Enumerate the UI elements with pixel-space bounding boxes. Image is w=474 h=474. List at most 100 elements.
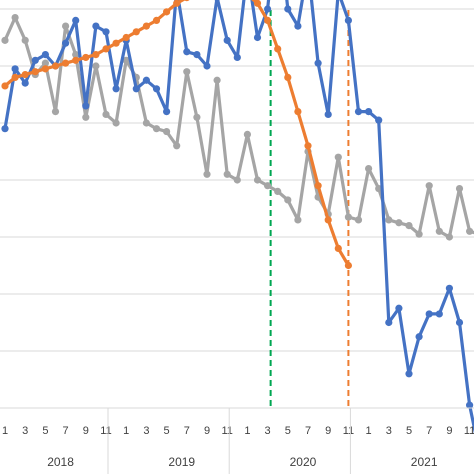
data-point-blue bbox=[193, 51, 201, 59]
data-point-blue bbox=[253, 33, 262, 42]
data-point-blue bbox=[466, 401, 474, 409]
data-point-blue bbox=[415, 333, 423, 341]
data-point-orange bbox=[344, 261, 352, 270]
month-tick-label: 11 bbox=[343, 425, 354, 437]
data-point-orange bbox=[152, 16, 161, 24]
data-point-orange bbox=[112, 39, 120, 47]
data-point-gray bbox=[51, 108, 60, 116]
data-point-blue bbox=[214, 0, 220, 2]
data-point-gray bbox=[183, 68, 191, 76]
month-tick-label: 9 bbox=[446, 425, 452, 437]
data-point-gray bbox=[334, 153, 342, 161]
data-point-gray bbox=[405, 222, 413, 230]
data-point-gray bbox=[213, 76, 221, 84]
data-point-gray bbox=[102, 110, 110, 119]
data-point-orange bbox=[51, 62, 60, 70]
month-tick-label: 7 bbox=[305, 425, 311, 437]
month-tick-label: 1 bbox=[366, 425, 372, 437]
month-tick-label: 3 bbox=[22, 425, 28, 437]
data-point-orange bbox=[173, 0, 181, 7]
data-point-blue bbox=[203, 62, 211, 70]
data-point-gray bbox=[344, 213, 352, 221]
data-point-gray bbox=[395, 219, 403, 227]
data-point-gray bbox=[112, 119, 120, 127]
year-label: 2020 bbox=[290, 455, 317, 469]
data-point-gray bbox=[163, 127, 171, 136]
data-point-blue bbox=[102, 28, 110, 36]
month-tick-label: 1 bbox=[244, 425, 250, 437]
data-point-gray bbox=[62, 22, 70, 30]
data-point-blue bbox=[62, 39, 70, 47]
data-point-orange bbox=[294, 108, 302, 116]
data-point-blue bbox=[223, 36, 231, 44]
data-point-orange bbox=[102, 45, 110, 53]
data-point-gray bbox=[365, 165, 373, 173]
data-point-orange bbox=[324, 216, 332, 224]
data-point-orange bbox=[284, 73, 292, 81]
month-tick-label: 11 bbox=[100, 425, 111, 437]
data-point-gray bbox=[435, 227, 443, 235]
data-point-orange bbox=[62, 59, 70, 67]
data-point-blue bbox=[82, 102, 90, 110]
data-point-orange bbox=[11, 73, 19, 81]
data-point-orange bbox=[163, 8, 171, 16]
data-point-gray bbox=[385, 216, 393, 224]
data-point-blue bbox=[455, 318, 464, 327]
year-label: 2021 bbox=[411, 455, 438, 469]
data-point-orange bbox=[31, 68, 39, 76]
data-point-blue bbox=[31, 56, 39, 64]
data-point-orange bbox=[1, 82, 9, 90]
data-point-blue bbox=[72, 16, 80, 24]
month-tick-label: 9 bbox=[83, 425, 89, 437]
data-point-blue bbox=[1, 125, 9, 133]
data-point-orange bbox=[92, 51, 100, 59]
month-tick-label: 5 bbox=[406, 425, 412, 437]
data-point-blue bbox=[284, 5, 292, 13]
data-point-gray bbox=[223, 170, 231, 178]
data-point-gray bbox=[415, 230, 423, 238]
month-tick-label: 1 bbox=[2, 425, 8, 437]
data-point-blue bbox=[233, 53, 241, 62]
series-layer bbox=[1, 0, 474, 435]
data-point-gray bbox=[72, 51, 80, 59]
data-point-gray bbox=[425, 182, 433, 190]
data-point-gray bbox=[274, 187, 282, 195]
data-point-blue bbox=[425, 310, 433, 318]
data-point-gray bbox=[466, 227, 474, 235]
data-point-gray bbox=[122, 56, 130, 64]
data-point-orange bbox=[72, 56, 80, 64]
data-point-gray bbox=[203, 170, 211, 178]
data-point-blue bbox=[183, 48, 191, 56]
data-point-gray bbox=[354, 216, 363, 224]
data-point-gray bbox=[445, 233, 453, 241]
month-tick-label: 11 bbox=[464, 425, 474, 437]
data-point-blue bbox=[314, 59, 322, 67]
month-tick-label: 1 bbox=[123, 425, 129, 437]
data-point-blue bbox=[435, 310, 443, 318]
month-tick-label: 7 bbox=[426, 425, 432, 437]
month-tick-label: 7 bbox=[63, 425, 69, 437]
data-point-blue bbox=[92, 22, 100, 30]
data-point-gray bbox=[193, 113, 201, 121]
series-line-orange bbox=[3, 0, 350, 267]
data-point-orange bbox=[304, 142, 312, 150]
x-axis: 1 3 5 7 9 11 2018 1 3 5 7 9 11 2019 1 3 5 7 9 11 2020 1 3 5 7 9 11… bbox=[0, 407, 474, 474]
month-tick-label: 5 bbox=[164, 425, 170, 437]
data-point-gray bbox=[11, 13, 19, 22]
data-point-blue bbox=[375, 116, 383, 124]
month-tick-label: 3 bbox=[143, 425, 149, 437]
data-point-blue bbox=[294, 22, 302, 30]
data-point-orange bbox=[264, 16, 272, 24]
data-point-orange bbox=[334, 244, 342, 252]
data-point-orange bbox=[274, 45, 282, 53]
data-point-blue bbox=[41, 51, 50, 59]
month-tick-label: 5 bbox=[285, 425, 291, 437]
data-point-blue bbox=[163, 108, 171, 116]
data-point-orange bbox=[184, 0, 190, 2]
data-point-orange bbox=[132, 28, 140, 36]
data-point-orange bbox=[314, 182, 322, 190]
data-point-gray bbox=[152, 125, 161, 133]
data-point-blue bbox=[344, 16, 352, 24]
data-point-gray bbox=[284, 196, 292, 204]
